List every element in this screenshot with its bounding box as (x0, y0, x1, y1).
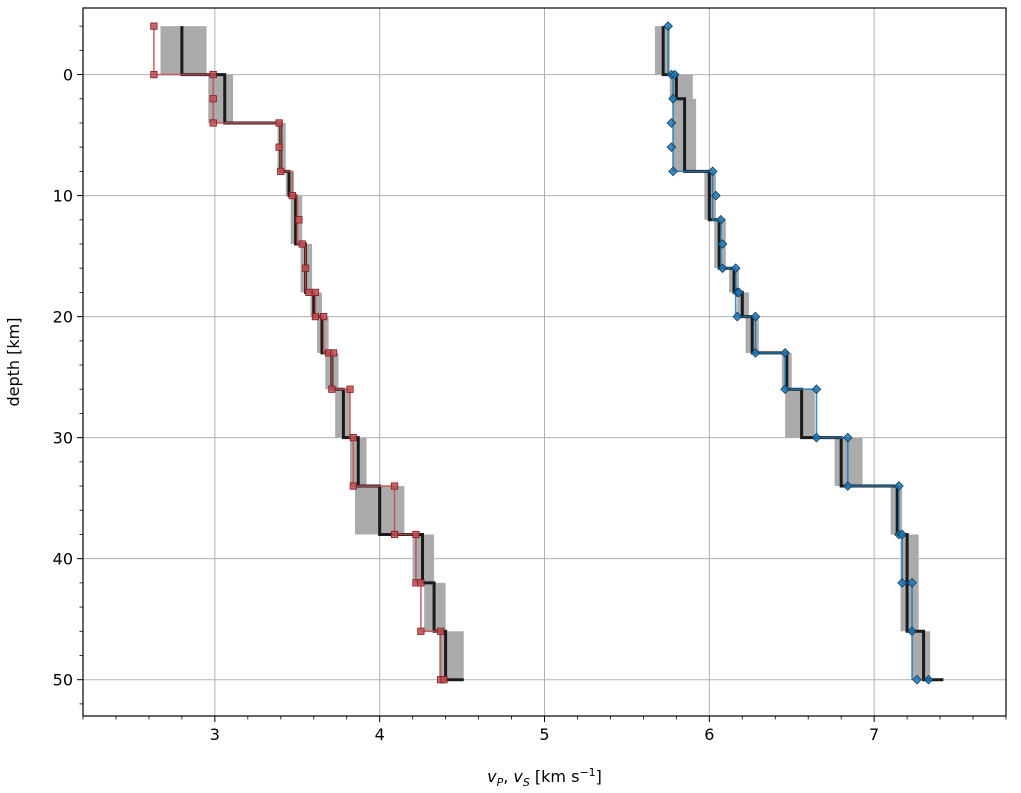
model-marker-diamond (668, 93, 678, 104)
model-marker-diamond (711, 190, 721, 201)
model-marker-square (417, 627, 425, 635)
model-marker-diamond (750, 348, 761, 358)
model-marker-diamond (666, 142, 677, 153)
model-marker-square (328, 385, 336, 393)
x-tick-label: 6 (704, 725, 714, 744)
model-marker-diamond (811, 432, 822, 443)
model-marker-square (437, 627, 445, 635)
model-marker-diamond (707, 166, 718, 177)
x-axis-label: vP, vS [km s−1] (487, 766, 602, 789)
uncertainty-box (912, 631, 931, 680)
model-marker-diamond (912, 674, 922, 685)
model-marker-diamond (907, 626, 917, 637)
model-marker-square (295, 216, 303, 224)
model-marker-square (150, 70, 158, 79)
model-marker-square (209, 70, 217, 79)
model-marker-square (311, 288, 319, 297)
model-marker-diamond (732, 311, 743, 322)
x-tick-label: 4 (375, 725, 385, 744)
grid (83, 8, 1006, 716)
model-marker-square (417, 579, 425, 587)
model-marker-diamond (669, 69, 680, 80)
model-marker-diamond (894, 481, 904, 491)
model-marker-square (305, 288, 313, 297)
y-axis-label: depth [km] (4, 318, 23, 407)
model-marker-square (440, 676, 448, 684)
model-marker-diamond (734, 287, 744, 298)
model-marker-diamond (897, 529, 908, 540)
model-marker-diamond (842, 481, 853, 491)
model-marker-diamond (717, 263, 728, 274)
model-marker-square (329, 349, 338, 357)
model-marker-diamond (730, 263, 741, 274)
model-marker-square (412, 530, 420, 539)
model-marker-diamond (750, 311, 761, 322)
uncertainty-box (439, 631, 464, 680)
model-marker-square (209, 119, 217, 127)
x-tick-label: 7 (869, 725, 879, 744)
model-marker-square (320, 313, 328, 321)
model-marker-diamond (897, 578, 908, 588)
y-tick-label: 0 (63, 66, 73, 85)
model-marker-square (288, 191, 296, 200)
uncertainty-box (834, 437, 863, 487)
model-marker-square (275, 119, 283, 127)
model-marker-diamond (663, 21, 673, 32)
model-marker-square (150, 22, 158, 30)
model-marker-square (349, 482, 357, 490)
x-tick-label: 5 (539, 725, 549, 744)
model-marker-square (275, 143, 283, 151)
model-marker-diamond (780, 384, 791, 395)
y-tick-label: 50 (53, 671, 73, 690)
model-marker-diamond (842, 432, 853, 443)
model-marker-diamond (923, 674, 934, 685)
model-marker-square (390, 530, 399, 539)
model-marker-diamond (811, 384, 822, 395)
model-marker-diamond (780, 348, 791, 358)
model-marker-square (346, 385, 354, 393)
model-marker-diamond (668, 166, 678, 177)
uncertainty-box (785, 389, 815, 438)
model-marker-diamond (715, 214, 726, 225)
model-marker-square (277, 167, 285, 175)
model-marker-square (390, 482, 399, 490)
model-marker-diamond (717, 239, 728, 249)
model-marker-diamond (666, 118, 677, 128)
uncertainty-box (310, 292, 322, 317)
model-marker-square (298, 240, 306, 248)
model-marker-square (311, 313, 319, 321)
model-profile-line (153, 26, 442, 680)
model-marker-square (301, 264, 310, 272)
y-tick-label: 30 (53, 429, 73, 448)
y-tick-label: 40 (53, 550, 73, 569)
x-tick-label: 3 (210, 725, 220, 744)
model-marker-square (209, 95, 217, 103)
model-marker-diamond (907, 578, 917, 588)
y-tick-label: 20 (53, 308, 73, 327)
y-tick-label: 10 (53, 187, 73, 206)
model-marker-square (349, 434, 357, 442)
uncertainty-box (160, 26, 207, 75)
axis-ticks: 3 4 5 6 7 0 10 20 30 40 50 (53, 25, 1007, 744)
model-profiles (150, 21, 934, 685)
